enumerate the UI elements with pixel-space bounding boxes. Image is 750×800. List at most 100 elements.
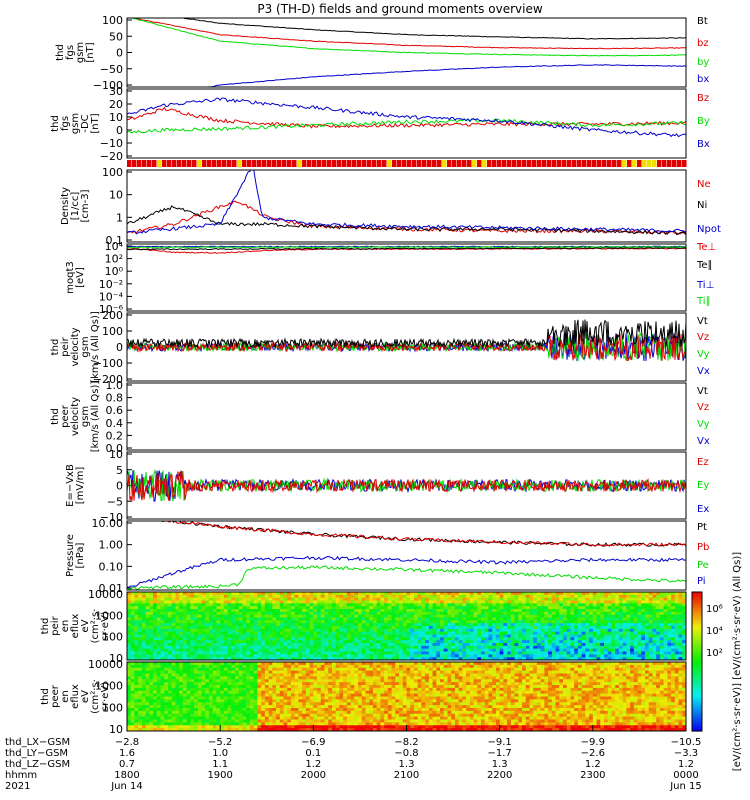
spectrogram-cell (216, 626, 221, 630)
spectrogram-cell (130, 676, 136, 680)
spectrogram-cell (585, 651, 590, 655)
spectrogram-cell (551, 645, 557, 650)
spectrogram-cell (615, 637, 620, 641)
spectrogram-cell (238, 614, 244, 619)
spectrogram-cell (428, 614, 434, 619)
spectrogram-cell (283, 664, 288, 669)
spectrogram-cell (164, 676, 169, 680)
spectrogram-cell (585, 620, 590, 624)
spectrogram-cell (499, 606, 504, 610)
spectrogram-cell (175, 631, 180, 636)
spectrogram-cell (276, 667, 281, 672)
spectrogram-cell (216, 725, 221, 729)
spectrogram-cell (331, 657, 337, 660)
spectrogram-cell (682, 634, 686, 638)
spectrogram-cell (156, 634, 162, 638)
spectrogram-cell (138, 690, 143, 695)
spectrogram-cell (249, 679, 255, 683)
spectrogram-cell (235, 693, 240, 698)
spectrogram-cell (257, 693, 262, 698)
spectrogram-cell (179, 693, 184, 698)
spectrogram-cell (361, 654, 367, 658)
spectrogram-cell (563, 620, 568, 624)
spectrogram-cell (630, 631, 635, 636)
spectrogram-cell (585, 626, 590, 630)
spectrogram-cell (555, 594, 560, 599)
spectrogram-cell (533, 600, 538, 604)
spectrogram-cell (440, 594, 445, 599)
spectrogram-cell (130, 623, 136, 627)
spectrogram-cell (544, 592, 549, 596)
spectrogram-cell (328, 603, 333, 607)
spectrogram-cell (518, 634, 523, 638)
spectrogram-cell (313, 623, 318, 627)
spectrogram-cell (566, 592, 572, 596)
spectrogram-cell (600, 645, 605, 650)
spectrogram-cell (611, 606, 616, 610)
spectrogram-cell (350, 651, 355, 655)
spectrogram-cell (361, 606, 367, 610)
spectrogram-cell (130, 687, 136, 692)
spectrogram-cell (164, 722, 169, 726)
spectrogram-cell (339, 609, 344, 613)
spectrogram-cell (156, 699, 162, 703)
spectrogram-cell (447, 611, 452, 616)
spectrogram-cell (507, 609, 512, 613)
spectrogram-cell (611, 643, 616, 647)
spectrogram-cell (652, 634, 657, 638)
spectrogram-cell (555, 617, 560, 621)
spectrogram-cell (205, 640, 210, 644)
spectrogram-cell (563, 651, 568, 655)
spectrogram-cell (492, 603, 497, 607)
spectrogram-cell (287, 603, 292, 607)
series-bx (206, 64, 686, 87)
spectrogram-cell (477, 648, 482, 653)
spectrogram-cell (223, 690, 229, 695)
spectrogram-cell (145, 670, 150, 675)
spectrogram-cell (466, 648, 471, 653)
spectrogram-cell (264, 710, 270, 715)
spectrogram-cell (171, 603, 177, 607)
spectrogram-cell (533, 623, 538, 627)
series-Ni (127, 205, 686, 236)
spectrogram-cell (659, 603, 665, 607)
spectrogram-cell (231, 710, 236, 715)
spectrogram-cell (380, 637, 385, 641)
spectrogram-cell (227, 705, 232, 709)
spectrogram-cell (212, 713, 218, 718)
spectrogram-cell (223, 609, 229, 613)
spectrogram-cell (678, 620, 683, 624)
spectrogram-cell (287, 597, 292, 602)
spectrogram-cell (600, 631, 605, 636)
spectrogram-cell (361, 597, 367, 602)
spectrogram-cell (320, 617, 326, 621)
spectrogram-cell (566, 611, 572, 616)
spectrogram-cell (563, 606, 568, 610)
spectrogram-cell (663, 628, 668, 633)
spectrogram-cell (432, 603, 437, 607)
spectrogram-cell (167, 603, 173, 607)
spectrogram-cell (227, 597, 232, 602)
spectrogram-cell (425, 628, 430, 633)
spectrogram-cell (216, 664, 221, 669)
spectrogram-cell (484, 597, 490, 602)
spectrogram-cell (577, 606, 583, 610)
spectrogram-cell (130, 617, 136, 621)
spectrogram-cell (477, 617, 482, 621)
spectrogram-cell (253, 657, 259, 660)
spectrogram-cell (227, 667, 232, 672)
spectrogram-cell (127, 687, 132, 692)
ylabel-line: E=−VxB (65, 464, 76, 507)
spectrogram-cell (227, 643, 232, 647)
spectrogram-cell (469, 626, 475, 630)
legend-Vt: Vt (697, 316, 708, 327)
spectrogram-cell (469, 623, 475, 627)
spectrogram-cell (313, 651, 318, 655)
spectrogram-cell (220, 614, 225, 619)
spectrogram-cell (261, 696, 266, 700)
spectrogram-cell (238, 696, 244, 700)
spectrogram-cell (287, 673, 292, 677)
spectrogram-cell (570, 626, 575, 630)
spectrogram-cell (615, 623, 620, 627)
panel-p4: moqt3 [eV]10⁴10²10⁰10⁻²10⁻⁴10⁻⁶Te⊥Te∥Ti⊥T… (65, 240, 716, 316)
